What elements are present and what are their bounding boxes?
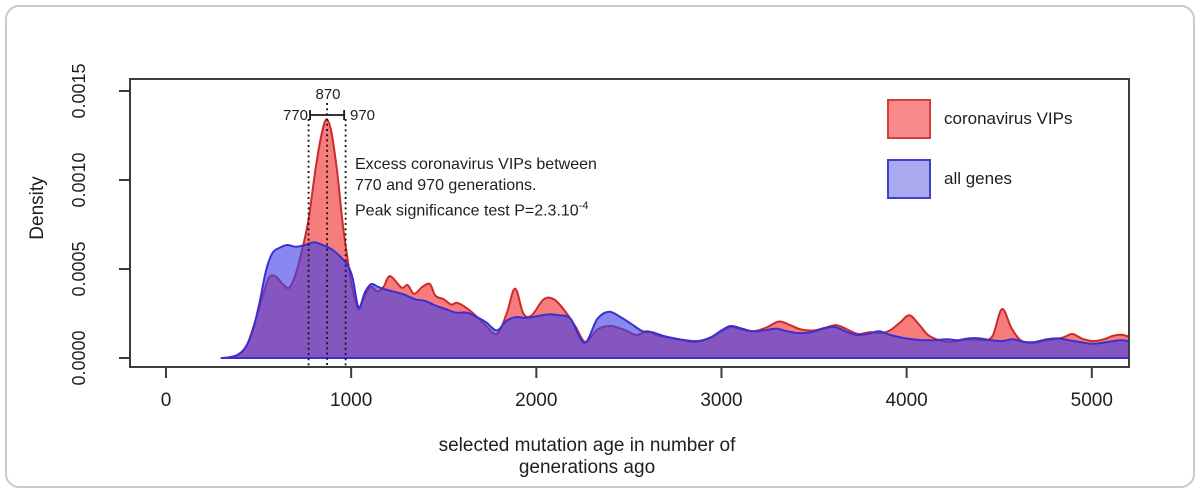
range-low-label: 770 (265, 107, 308, 124)
y-tick-label: 0.0010 (69, 150, 91, 210)
significance-note: Excess coronavirus VIPs between 770 and … (355, 154, 675, 221)
legend-label-coronavirus-vips: coronavirus VIPs (944, 109, 1073, 129)
x-tick-label: 5000 (1052, 390, 1132, 412)
x-tick-label: 3000 (681, 390, 761, 412)
exponent: -4 (579, 200, 589, 212)
chart-card: 0.0000 0.0005 0.0010 0.0015 0 1000 2000 … (5, 5, 1195, 488)
x-tick-label: 2000 (496, 390, 576, 412)
range-high-label: 970 (350, 107, 393, 124)
y-tick-label: 0.0015 (69, 61, 91, 121)
y-tick-label: 0.0000 (69, 328, 91, 388)
legend-swatch-all-genes (887, 159, 931, 199)
significance-note-line2: 770 and 970 generations. (355, 175, 675, 196)
y-tick-label: 0.0005 (69, 239, 91, 299)
significance-note-line3: Peak significance test P=2.3.10-4 (355, 196, 675, 221)
peak-value-label: 870 (298, 86, 358, 103)
y-axis-title: Density (27, 150, 49, 266)
x-axis-title: selected mutation age in number of gener… (387, 435, 787, 479)
x-tick-label: 4000 (867, 390, 947, 412)
significance-note-line1: Excess coronavirus VIPs between (355, 154, 675, 175)
legend-swatch-coronavirus-vips (887, 99, 931, 139)
x-tick-label: 1000 (311, 390, 391, 412)
legend-label-all-genes: all genes (944, 169, 1012, 189)
x-tick-label: 0 (126, 390, 206, 412)
